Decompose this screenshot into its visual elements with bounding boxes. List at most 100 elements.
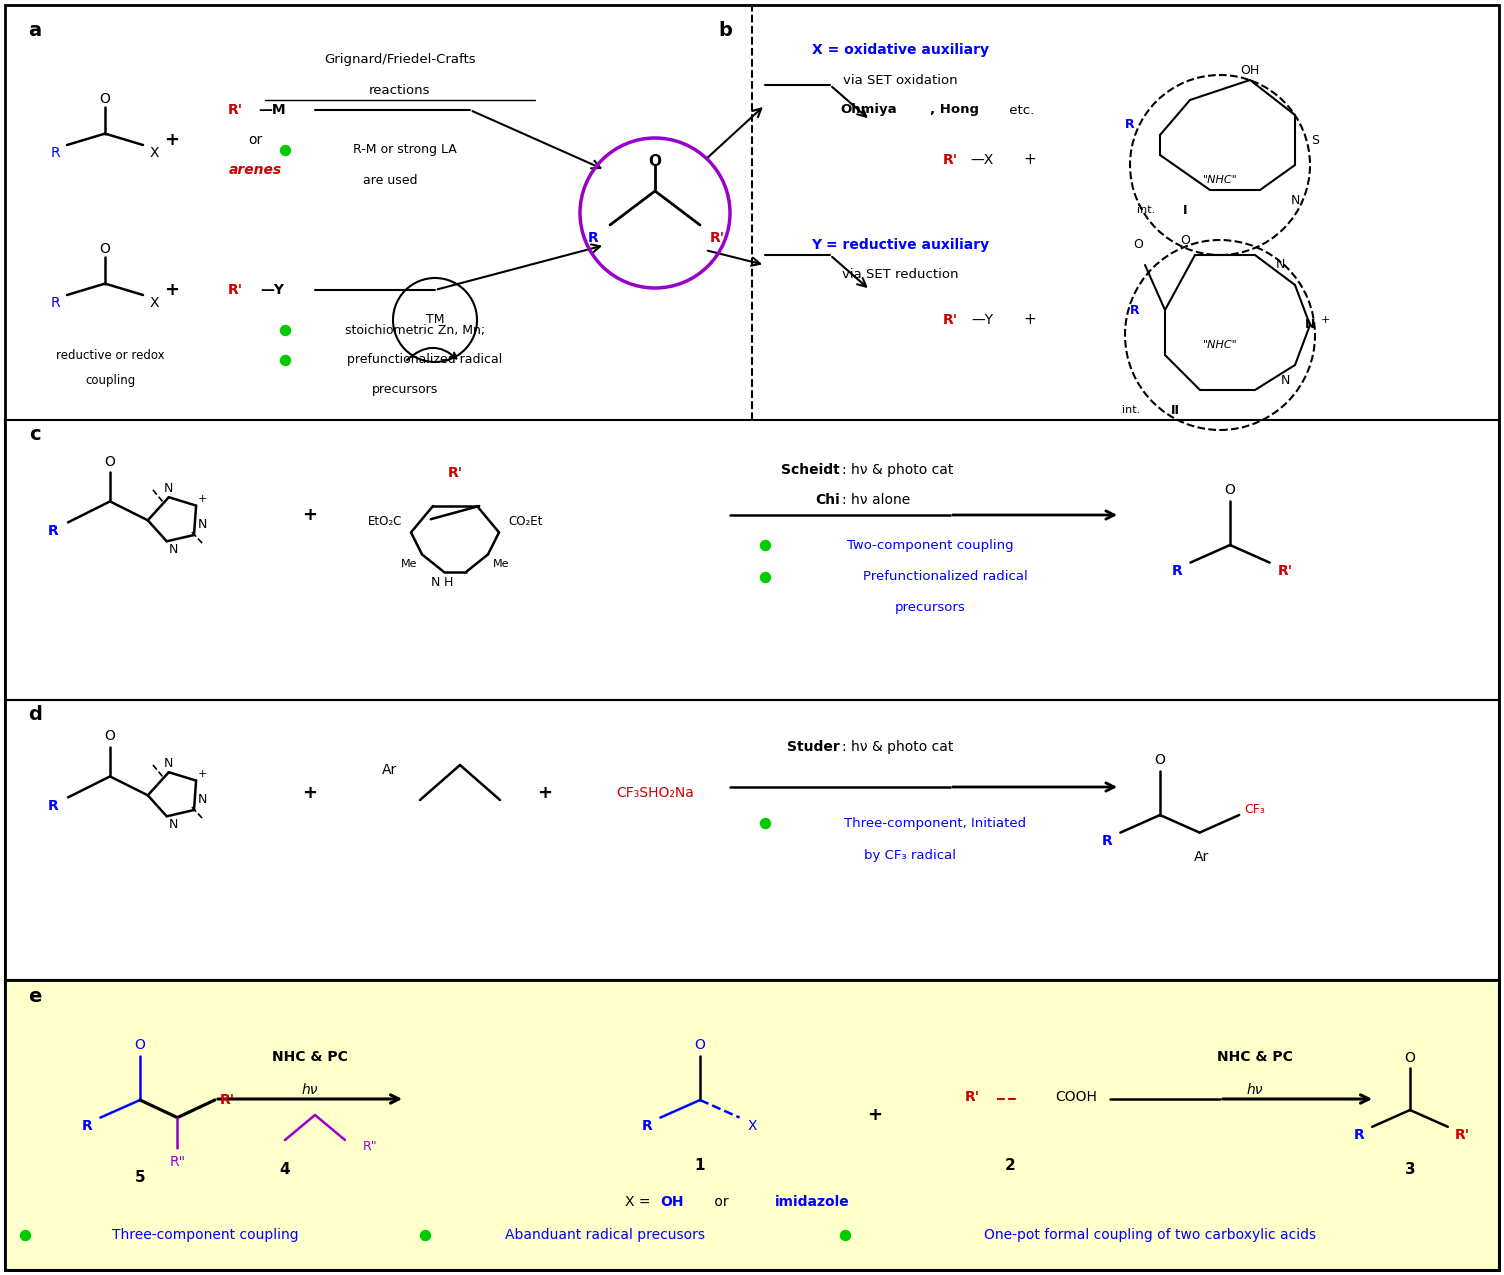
Text: X: X bbox=[150, 296, 159, 310]
Text: OH: OH bbox=[660, 1195, 683, 1209]
Text: R': R' bbox=[710, 231, 725, 245]
Text: etc.: etc. bbox=[1005, 103, 1035, 116]
Text: +: + bbox=[1024, 312, 1036, 328]
Text: N: N bbox=[164, 757, 173, 770]
Text: I: I bbox=[1182, 204, 1187, 217]
Text: R": R" bbox=[170, 1155, 185, 1169]
Text: R": R" bbox=[362, 1141, 378, 1154]
Text: R: R bbox=[1102, 834, 1113, 848]
Text: : hν & photo cat: : hν & photo cat bbox=[842, 463, 954, 477]
Text: +: + bbox=[1321, 315, 1330, 325]
Text: hν: hν bbox=[302, 1082, 319, 1096]
Text: O: O bbox=[1155, 754, 1166, 768]
Text: COOH: COOH bbox=[1054, 1090, 1096, 1104]
Text: +: + bbox=[302, 506, 317, 524]
Text: R: R bbox=[642, 1119, 653, 1133]
Text: prefunctionalized radical: prefunctionalized radical bbox=[347, 353, 502, 366]
Text: stoichiometric Zn, Mn;: stoichiometric Zn, Mn; bbox=[344, 324, 486, 337]
Text: int.: int. bbox=[1122, 405, 1140, 414]
Text: CF₃SHO₂Na: CF₃SHO₂Na bbox=[617, 785, 693, 799]
Text: R': R' bbox=[220, 1093, 235, 1107]
Text: precursors: precursors bbox=[371, 384, 438, 397]
Text: via SET reduction: via SET reduction bbox=[842, 269, 958, 282]
Text: b: b bbox=[717, 20, 732, 40]
Text: c: c bbox=[29, 426, 41, 445]
Text: Chi: Chi bbox=[815, 493, 841, 507]
Text: R: R bbox=[1130, 303, 1140, 316]
Text: O: O bbox=[105, 729, 116, 743]
Text: Scheidt: Scheidt bbox=[781, 463, 841, 477]
Text: precursors: precursors bbox=[895, 601, 966, 613]
Text: reductive or redox: reductive or redox bbox=[56, 348, 164, 362]
Text: +: + bbox=[164, 131, 179, 149]
Text: by CF₃ radical: by CF₃ radical bbox=[863, 848, 957, 862]
Text: Three-component coupling: Three-component coupling bbox=[111, 1228, 298, 1242]
Text: R': R' bbox=[1454, 1128, 1469, 1142]
Text: NHC & PC: NHC & PC bbox=[272, 1051, 347, 1065]
Text: —X: —X bbox=[970, 153, 994, 167]
Text: Grignard/Friedel-Crafts: Grignard/Friedel-Crafts bbox=[325, 54, 475, 66]
Text: or: or bbox=[710, 1195, 732, 1209]
Text: O: O bbox=[1181, 233, 1190, 246]
Text: R': R' bbox=[227, 283, 242, 297]
Text: O: O bbox=[1405, 1051, 1415, 1065]
Text: N: N bbox=[164, 482, 173, 495]
Text: Y = reductive auxiliary: Y = reductive auxiliary bbox=[811, 238, 990, 252]
Text: +: + bbox=[164, 280, 179, 300]
Text: Two-component coupling: Two-component coupling bbox=[847, 538, 1014, 552]
Text: CF₃: CF₃ bbox=[1244, 803, 1265, 816]
Text: are used: are used bbox=[362, 173, 417, 186]
Text: II: II bbox=[1170, 403, 1179, 417]
Text: R-M or strong LA: R-M or strong LA bbox=[353, 144, 457, 157]
Text: O: O bbox=[134, 1038, 146, 1052]
Text: R: R bbox=[588, 231, 599, 245]
Text: R': R' bbox=[227, 103, 242, 117]
Text: O: O bbox=[648, 153, 662, 168]
Text: O: O bbox=[1133, 238, 1143, 251]
Text: arenes: arenes bbox=[229, 163, 281, 177]
Text: R: R bbox=[1354, 1128, 1366, 1142]
Text: coupling: coupling bbox=[84, 374, 135, 386]
Text: R: R bbox=[51, 145, 60, 159]
Text: CO₂Et: CO₂Et bbox=[508, 515, 543, 528]
Text: "NHC": "NHC" bbox=[1203, 175, 1238, 185]
Text: R': R' bbox=[1277, 565, 1292, 579]
Text: : hν & photo cat: : hν & photo cat bbox=[842, 740, 954, 754]
Text: via SET oxidation: via SET oxidation bbox=[842, 74, 958, 87]
Text: reactions: reactions bbox=[370, 83, 430, 97]
Text: Ar: Ar bbox=[1194, 850, 1209, 863]
Text: R': R' bbox=[447, 465, 463, 479]
Text: X: X bbox=[747, 1119, 758, 1133]
Text: +: + bbox=[302, 784, 317, 802]
Text: +: + bbox=[197, 769, 208, 779]
Text: Studer: Studer bbox=[787, 740, 841, 754]
Text: —Y: —Y bbox=[972, 312, 993, 326]
Text: N: N bbox=[168, 543, 177, 556]
Text: +: + bbox=[537, 784, 552, 802]
Text: 1: 1 bbox=[695, 1158, 705, 1173]
Text: or: or bbox=[248, 133, 262, 147]
Text: —M: —M bbox=[259, 103, 286, 117]
Text: N: N bbox=[430, 576, 439, 589]
Text: 2: 2 bbox=[1005, 1158, 1015, 1173]
Text: OH: OH bbox=[1241, 64, 1260, 76]
Text: H: H bbox=[444, 576, 453, 589]
Text: +: + bbox=[197, 495, 208, 505]
Text: Three-component, Initiated: Three-component, Initiated bbox=[844, 816, 1026, 830]
Text: R: R bbox=[81, 1119, 93, 1133]
Text: N: N bbox=[1275, 259, 1284, 272]
Text: X: X bbox=[150, 145, 159, 159]
Text: S: S bbox=[1311, 134, 1319, 147]
Text: imidazole: imidazole bbox=[775, 1195, 850, 1209]
Text: R': R' bbox=[964, 1090, 979, 1104]
Text: O: O bbox=[99, 92, 110, 106]
Text: R: R bbox=[1172, 565, 1182, 579]
Text: R: R bbox=[1125, 119, 1136, 131]
Text: N: N bbox=[197, 793, 208, 806]
Text: O: O bbox=[99, 242, 110, 256]
Text: Me: Me bbox=[493, 558, 510, 569]
Text: Prefunctionalized radical: Prefunctionalized radical bbox=[863, 570, 1027, 584]
Text: O: O bbox=[1224, 483, 1235, 497]
Text: 4: 4 bbox=[280, 1163, 290, 1178]
Text: Ohmiya: Ohmiya bbox=[841, 103, 896, 116]
